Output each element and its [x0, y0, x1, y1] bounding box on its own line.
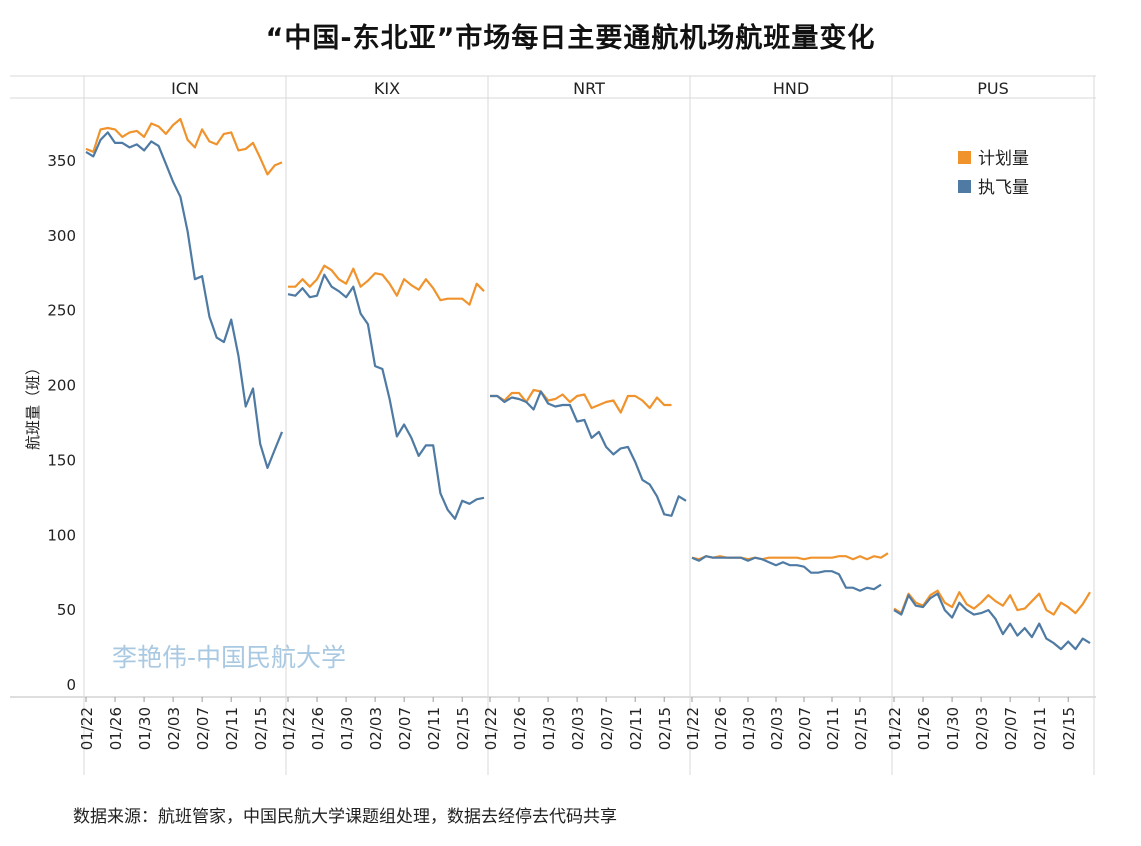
y-tick-label: 200 — [47, 377, 76, 395]
y-tick-label: 100 — [47, 526, 76, 544]
x-tick-label: 01/22 — [78, 707, 96, 750]
series-line-pus-planned — [893, 589, 1091, 616]
x-tick-label: 02/03 — [973, 707, 991, 750]
x-tick-label: 02/15 — [454, 707, 472, 750]
series-line-icn-executed — [85, 131, 284, 469]
y-tick-label: 0 — [66, 676, 76, 694]
y-tick-label: 250 — [47, 302, 76, 320]
series-line-kix-executed — [287, 273, 485, 520]
x-tick-label: 02/03 — [165, 707, 183, 750]
x-tick-label: 02/15 — [656, 707, 674, 750]
legend-swatch-executed — [958, 180, 971, 193]
panel-title-pus: PUS — [977, 79, 1009, 98]
series-line-nrt-executed — [490, 390, 687, 517]
x-tick-label: 02/07 — [796, 707, 814, 750]
x-tick-label: 01/30 — [540, 707, 558, 750]
x-tick-label: 02/03 — [367, 707, 385, 750]
panel-title-icn: ICN — [171, 79, 199, 98]
series-layer — [85, 117, 1091, 651]
source-note: 数据来源：航班管家，中国民航大学课题组处理，数据去经停去代码共享 — [73, 807, 617, 827]
x-tick-label: 02/03 — [569, 707, 587, 750]
x-tick-label: 02/15 — [1060, 707, 1078, 750]
x-tick-label: 01/30 — [136, 707, 154, 750]
grid-layer — [10, 75, 1096, 775]
y-tick-label: 350 — [47, 152, 76, 170]
x-tick-label: 01/30 — [944, 707, 962, 750]
axes-layer: 0 50 100 150 200 250 300 350 ICN 01/22 01/26 01/30 0… — [47, 79, 1078, 750]
legend: 计划量 执飞量 — [958, 149, 1029, 198]
legend-label-executed: 执飞量 — [978, 178, 1029, 198]
x-tick-label: 02/11 — [223, 707, 241, 750]
x-tick-label: 01/22 — [482, 707, 500, 750]
x-tick-label: 02/11 — [1031, 707, 1049, 750]
x-tick-label: 02/15 — [852, 707, 870, 750]
x-tick-label: 01/22 — [684, 707, 702, 750]
chart-title: “中国-东北亚”市场每日主要通航机场航班量变化 — [265, 23, 876, 54]
x-tick-label: 02/07 — [1002, 707, 1020, 750]
legend-label-planned: 计划量 — [978, 149, 1029, 169]
x-tick-label: 02/07 — [396, 707, 414, 750]
x-tick-label: 01/22 — [886, 707, 904, 750]
series-line-hnd-executed — [691, 555, 882, 592]
panel-title-kix: KIX — [374, 79, 400, 98]
legend-swatch-planned — [958, 151, 971, 164]
x-tick-label: 01/26 — [107, 707, 125, 750]
series-line-nrt-planned — [490, 388, 672, 414]
x-tick-label: 01/30 — [338, 707, 356, 750]
panel-title-hnd: HND — [773, 79, 809, 98]
y-tick-label: 50 — [57, 601, 76, 619]
x-tick-label: 02/15 — [252, 707, 270, 750]
series-line-icn-planned — [85, 117, 283, 176]
x-tick-label: 01/26 — [712, 707, 730, 750]
y-tick-label: 150 — [47, 451, 76, 469]
watermark-text: 李艳伟-中国民航大学 — [112, 643, 346, 672]
series-line-pus-executed — [893, 592, 1091, 651]
x-tick-label: 02/11 — [627, 707, 645, 750]
x-tick-label: 02/11 — [824, 707, 842, 750]
x-tick-label: 01/22 — [280, 707, 298, 750]
x-tick-label: 02/11 — [425, 707, 443, 750]
panel-title-nrt: NRT — [573, 79, 605, 98]
x-tick-label: 01/30 — [740, 707, 758, 750]
x-tick-label: 02/03 — [768, 707, 786, 750]
x-tick-label: 01/26 — [309, 707, 327, 750]
x-tick-label: 02/07 — [598, 707, 616, 750]
y-tick-label: 300 — [47, 227, 76, 245]
x-tick-label: 02/07 — [194, 707, 212, 750]
y-axis-label: 航班量（班） — [24, 360, 42, 450]
x-tick-label: 01/26 — [915, 707, 933, 750]
series-line-kix-planned — [288, 264, 485, 306]
x-tick-label: 01/26 — [511, 707, 529, 750]
